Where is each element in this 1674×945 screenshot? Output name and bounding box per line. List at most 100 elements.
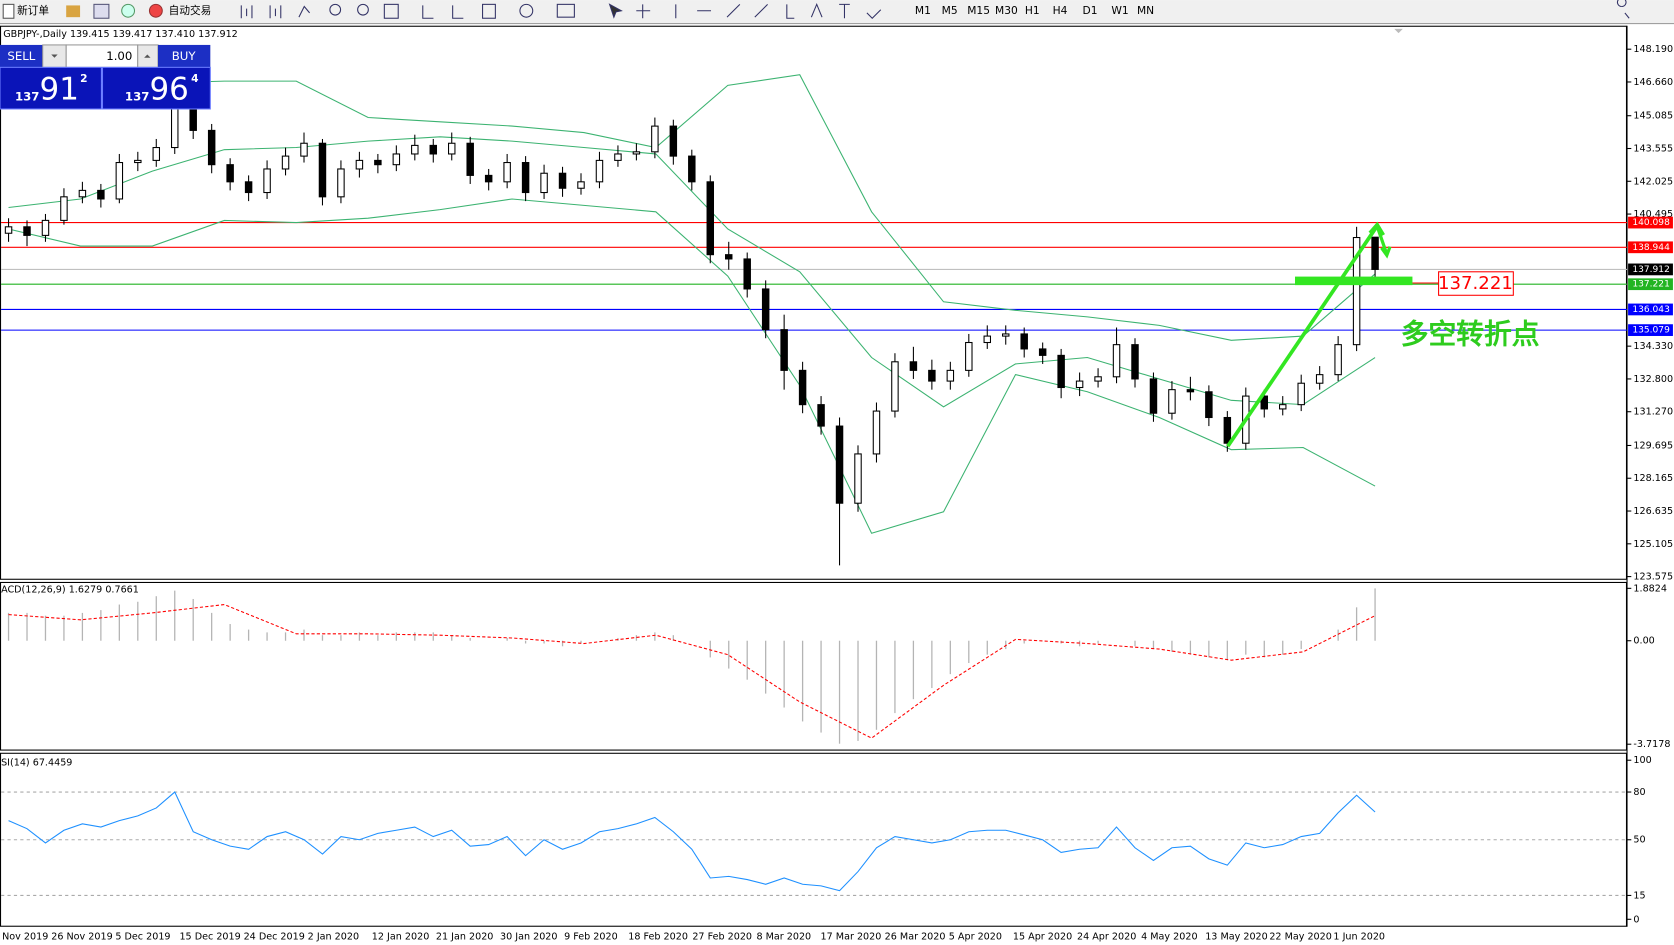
candle-body — [928, 369, 936, 382]
price-tick-label: 126.635 — [1633, 506, 1673, 517]
timeframe[interactable]: MN — [1137, 4, 1154, 17]
candle-body — [521, 162, 530, 194]
rsi-tick-label: 50 — [1633, 835, 1645, 846]
date-label: 8 Mar 2020 — [756, 931, 811, 942]
candle-body — [965, 341, 973, 371]
buy-label[interactable]: BUY — [172, 49, 197, 63]
sell-button[interactable] — [0, 44, 43, 68]
candle-body — [891, 361, 899, 412]
pivot-price: 137.221 — [1438, 273, 1513, 294]
buy-price-sup[interactable]: 4 — [191, 72, 198, 85]
candle-body — [909, 361, 918, 371]
candle-body — [60, 196, 68, 221]
date-label: 21 Jan 2020 — [436, 931, 494, 942]
buy-price-box[interactable] — [101, 66, 211, 110]
price-tick-label: 125.105 — [1633, 539, 1673, 550]
candle-body — [466, 142, 474, 176]
candle-body — [318, 142, 327, 198]
date-label: 24 Dec 2019 — [244, 931, 305, 942]
candle-body — [743, 258, 751, 290]
date-label: 5 Dec 2019 — [115, 931, 170, 942]
auto-trading[interactable]: 自动交易 — [169, 4, 212, 17]
candle-body — [1131, 344, 1139, 380]
main-panel — [0, 25, 1628, 580]
date-label: 30 Jan 2020 — [500, 931, 558, 942]
date-label: 24 Apr 2020 — [1077, 931, 1136, 942]
candle-body — [835, 425, 844, 504]
date-label: 13 May 2020 — [1205, 931, 1268, 942]
candle-body — [946, 369, 955, 382]
buy-price-main[interactable]: 96 — [149, 71, 188, 107]
candle-body — [651, 125, 659, 153]
candle-body — [23, 226, 31, 236]
rsi-tick-label: 100 — [1633, 755, 1651, 766]
date-label: 9 Feb 2020 — [564, 931, 618, 942]
candle-body — [1149, 378, 1158, 414]
level-label-box — [1628, 324, 1673, 336]
sell-price-sup[interactable]: 2 — [80, 72, 87, 85]
timeframe[interactable]: M15 — [967, 4, 990, 17]
candle-body — [448, 142, 456, 155]
buy-price-big[interactable]: 137 — [125, 90, 150, 104]
annotations: 137.221 多空转折点 — [1226, 221, 1540, 448]
date-label: 15 Apr 2020 — [1013, 931, 1072, 942]
timeframe[interactable]: D1 — [1083, 4, 1098, 17]
macd-tick-label: -3.7178 — [1633, 739, 1670, 750]
shift-marker — [1394, 28, 1403, 34]
price-tick-label: 142.025 — [1633, 176, 1673, 187]
price-tick-label: 145.085 — [1633, 111, 1673, 122]
timeframe[interactable]: H4 — [1053, 4, 1068, 17]
date-label: 27 Feb 2020 — [692, 931, 752, 942]
sell-price-box[interactable] — [0, 66, 102, 110]
level-label: 137.912 — [1632, 265, 1669, 275]
date-label: 22 May 2020 — [1269, 931, 1332, 942]
candle-body — [355, 159, 364, 170]
rsi-tick-label: 80 — [1633, 787, 1645, 798]
tool-icons[interactable] — [240, 2, 882, 19]
candle-body — [1020, 333, 1028, 350]
auto-trading-icon[interactable] — [148, 3, 163, 18]
price-tick-label: 123.575 — [1633, 572, 1673, 583]
new-order-icon[interactable] — [2, 3, 15, 19]
macd-tick-label: 0.00 — [1633, 636, 1654, 647]
timeframe[interactable]: H1 — [1025, 4, 1040, 17]
candle-body — [374, 159, 382, 166]
timeframe[interactable]: M1 — [915, 4, 931, 17]
timeframe[interactable]: M5 — [942, 4, 958, 17]
price-tick-label: 129.695 — [1633, 440, 1673, 451]
date-label: 12 Jan 2020 — [372, 931, 430, 942]
candle-body — [540, 172, 548, 194]
sell-price-main[interactable]: 91 — [40, 71, 79, 107]
sell-label[interactable]: SELL — [7, 49, 35, 63]
date-label: 2 Jan 2020 — [308, 931, 359, 942]
candle-body — [207, 129, 216, 166]
candle-body — [411, 144, 419, 155]
search-icon[interactable] — [1616, 0, 1630, 19]
candle-body — [761, 288, 770, 331]
level-label: 137.221 — [1632, 280, 1669, 290]
rsi-label: SI(14) 67.4459 — [1, 757, 72, 768]
chart-header: GBPJPY-,Daily 139.415 139.417 137.410 13… — [3, 29, 238, 40]
timeframe[interactable]: W1 — [1111, 4, 1128, 17]
candle-body — [1315, 374, 1324, 384]
buy-button[interactable] — [158, 44, 211, 68]
lot-value[interactable]: 1.00 — [106, 49, 132, 63]
candle-body — [1279, 404, 1287, 410]
candle-body — [1205, 391, 1213, 419]
level-label: 136.043 — [1632, 305, 1670, 315]
date-label: 26 Mar 2020 — [885, 931, 946, 942]
icon[interactable] — [66, 5, 81, 18]
icon[interactable] — [121, 3, 136, 18]
rsi-tick-label: 0 — [1633, 914, 1639, 925]
timeframe[interactable]: M30 — [995, 4, 1018, 17]
candle-body — [798, 369, 807, 406]
candle-body — [429, 144, 438, 155]
candle-body — [1352, 236, 1361, 346]
sell-price-big[interactable]: 137 — [15, 90, 40, 104]
icon[interactable] — [93, 3, 110, 19]
price-tick-label: 140.495 — [1633, 209, 1673, 220]
candle-body — [134, 159, 142, 164]
new-order[interactable]: 新订单 — [17, 4, 49, 17]
date-label: 5 Apr 2020 — [949, 931, 1002, 942]
